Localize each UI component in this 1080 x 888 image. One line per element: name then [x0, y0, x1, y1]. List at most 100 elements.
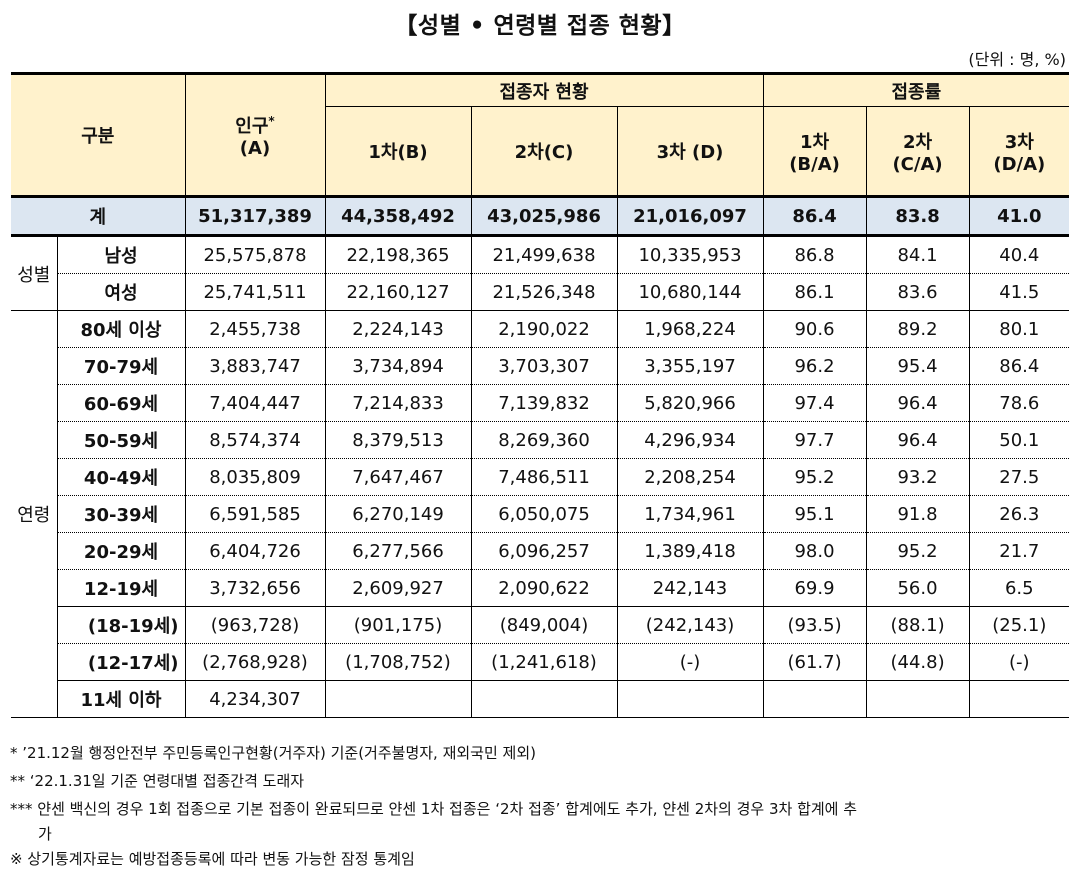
cell: 21.7	[969, 532, 1070, 570]
table-row-age: 12-19세 3,732,656 2,609,927 2,090,622 242,1…	[11, 569, 1070, 607]
cell: 22,160,127	[325, 273, 472, 311]
cell: 95.2	[763, 458, 867, 496]
cell: 84.1	[866, 235, 970, 274]
cell: 25,575,878	[185, 235, 326, 274]
cell: (25.1)	[969, 606, 1070, 644]
cell: 96.2	[763, 347, 867, 385]
row-label: 60-69세	[57, 384, 186, 422]
cell: 50.1	[969, 421, 1070, 459]
cell	[763, 680, 867, 718]
footnote: ** ‘22.1.31일 기준 연령대별 접종간격 도래자	[10, 772, 305, 790]
cell: 25,741,511	[185, 273, 326, 311]
cell: 3,883,747	[185, 347, 326, 385]
table-row-age: 70-79세 3,883,747 3,734,894 3,703,307 3,355…	[11, 347, 1070, 385]
cell: 6,404,726	[185, 532, 326, 570]
table-row-age: 60-69세 7,404,447 7,214,833 7,139,832 5,820…	[11, 384, 1070, 422]
cell: 6,591,585	[185, 495, 326, 533]
cell: 98.0	[763, 532, 867, 570]
header-dose2: 2차(C)	[471, 106, 618, 197]
cell: 96.4	[866, 421, 970, 459]
row-label: 70-79세	[57, 347, 186, 385]
header-rate1: 1차 (B/A)	[763, 106, 867, 197]
table-row-age: 11세 이하 4,234,307	[11, 680, 1070, 718]
cell: 10,335,953	[617, 235, 764, 274]
cell: 1,968,224	[617, 310, 764, 348]
cell: (-)	[969, 643, 1070, 681]
cell: 96.4	[866, 384, 970, 422]
cell: (849,004)	[471, 606, 618, 644]
row-label: 12-19세	[57, 569, 186, 607]
footnote-continuation: 가	[38, 825, 52, 843]
row-label: 11세 이하	[57, 680, 186, 718]
cell	[617, 680, 764, 718]
cell	[969, 680, 1070, 718]
cell: (93.5)	[763, 606, 867, 644]
table-row-age: 30-39세 6,591,585 6,270,149 6,050,075 1,734…	[11, 495, 1070, 533]
cell: (-)	[617, 643, 764, 681]
cell: 95.2	[866, 532, 970, 570]
row-label: 남성	[57, 235, 186, 274]
cell: 6.5	[969, 569, 1070, 607]
cell: 95.1	[763, 495, 867, 533]
cell: 6,277,566	[325, 532, 472, 570]
cell: 8,574,374	[185, 421, 326, 459]
cell: 44,358,492	[325, 195, 472, 237]
cell: 2,190,022	[471, 310, 618, 348]
footnote-marker: *	[268, 113, 275, 128]
cell: 2,609,927	[325, 569, 472, 607]
cell: (88.1)	[866, 606, 970, 644]
cell: 2,224,143	[325, 310, 472, 348]
table-row-age: 40-49세 8,035,809 7,647,467 7,486,511 2,208…	[11, 458, 1070, 496]
cell: 7,404,447	[185, 384, 326, 422]
row-label: 여성	[57, 273, 186, 311]
table-row-age: 연령 80세 이상 2,455,738 2,224,143 2,190,022 1,…	[11, 310, 1070, 718]
cell: 90.6	[763, 310, 867, 348]
cell: 86.8	[763, 235, 867, 274]
row-label: 40-49세	[57, 458, 186, 496]
table-row-male: 성별 남성 25,575,878 22,198,365 21,499,638 1…	[11, 235, 1070, 311]
cell: 27.5	[969, 458, 1070, 496]
cell: 97.4	[763, 384, 867, 422]
cell: (242,143)	[617, 606, 764, 644]
cell: 2,090,622	[471, 569, 618, 607]
cell: 21,016,097	[617, 195, 764, 237]
header-rate-group: 접종률	[763, 72, 1070, 107]
cell: 21,526,348	[471, 273, 618, 311]
footnotes: * ’21.12월 행정안전부 주민등록인구현황(거주자) 기준(거주불명자, …	[10, 739, 1072, 873]
header-category: 구분	[11, 72, 186, 197]
table-row-female: 여성 25,741,511 22,160,127 21,526,348 10,6…	[11, 273, 1070, 311]
row-label: (18-19세)	[56, 606, 186, 644]
cell: 242,143	[617, 569, 764, 607]
cell: 69.9	[763, 569, 867, 607]
cell: (901,175)	[325, 606, 472, 644]
cell: 86.4	[969, 347, 1070, 385]
row-label: 50-59세	[57, 421, 186, 459]
cell: 10,680,144	[617, 273, 764, 311]
cell: 6,050,075	[471, 495, 618, 533]
row-label: (12-17세)	[56, 643, 186, 681]
table-row-age: 20-29세 6,404,726 6,277,566 6,096,257 1,389…	[11, 532, 1070, 570]
cell: 97.7	[763, 421, 867, 459]
cell: 2,455,738	[185, 310, 326, 348]
cell: 91.8	[866, 495, 970, 533]
cell: (1,708,752)	[325, 643, 472, 681]
cell: 89.2	[866, 310, 970, 348]
cell: 3,355,197	[617, 347, 764, 385]
cell: 41.5	[969, 273, 1070, 311]
header-rate3: 3차 (D/A)	[969, 106, 1070, 197]
row-label: 20-29세	[57, 532, 186, 570]
table-row-total: 계 51,317,389 44,358,492 43,025,986 21,01…	[11, 195, 1070, 237]
cell: 83.8	[866, 195, 970, 237]
cell: 3,732,656	[185, 569, 326, 607]
cell: 4,296,934	[617, 421, 764, 459]
cell: 56.0	[866, 569, 970, 607]
cell: 1,734,961	[617, 495, 764, 533]
cell: 8,035,809	[185, 458, 326, 496]
row-label: 80세 이상	[57, 310, 186, 348]
header-dose3: 3차 (D)	[617, 106, 764, 197]
vaccination-table: 구분 인구* (A) 접종자 현황 접종률 1차(B) 2차(C) 3차 (D)…	[11, 72, 1070, 718]
footnote: * ’21.12월 행정안전부 주민등록인구현황(거주자) 기준(거주불명자, …	[10, 744, 536, 762]
cell: 40.4	[969, 235, 1070, 274]
header-rate2: 2차 (C/A)	[866, 106, 970, 197]
cell: 21,499,638	[471, 235, 618, 274]
